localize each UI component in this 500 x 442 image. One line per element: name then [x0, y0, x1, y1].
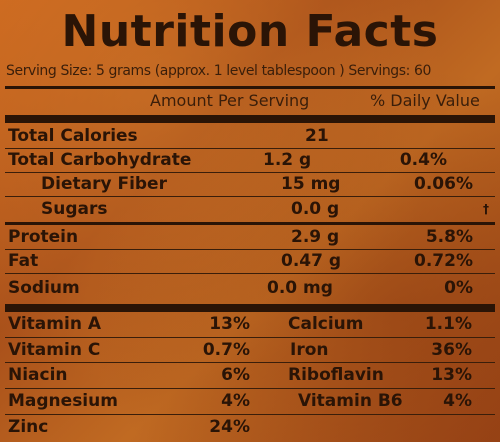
vitamin-name: Vitamin C: [8, 340, 101, 360]
nutrient-name: Sugars: [41, 199, 108, 219]
row-divider: [5, 414, 495, 415]
nutrient-name: Sodium: [8, 278, 80, 298]
nutrient-row: Sugars 0.0 g †: [5, 196, 495, 222]
nutrient-row: Sodium 0.0 mg 0%: [5, 273, 495, 303]
row-divider: [5, 273, 495, 274]
amount-per-serving-header: Amount Per Serving: [150, 91, 310, 110]
nutrient-amount: 0.47 g: [281, 251, 342, 271]
column-headers: Amount Per Serving % Daily Value: [0, 90, 500, 112]
nutrient-name: Total Calories: [8, 126, 138, 146]
mineral-name: Iron: [290, 340, 329, 360]
divider-medium: [5, 222, 495, 225]
row-divider: [5, 148, 495, 149]
row-divider: [5, 249, 495, 250]
divider-thin: [5, 86, 495, 89]
mineral-name: Calcium: [288, 314, 364, 334]
nutrient-row: Fat 0.47 g 0.72%: [5, 249, 495, 273]
nutrient-daily-value: 0.72%: [414, 251, 473, 271]
nutrient-name: Total Carbohydrate: [8, 150, 192, 170]
divider-thick: [5, 115, 495, 123]
nutrient-daily-value: 5.8%: [425, 227, 473, 247]
mineral-daily-value: 1.1%: [424, 314, 472, 334]
nutrient-row: Protein 2.9 g 5.8%: [5, 225, 495, 249]
divider-thick: [5, 304, 495, 312]
row-divider: [5, 172, 495, 173]
vitamin-daily-value: 0.7%: [202, 340, 250, 360]
row-divider: [5, 196, 495, 197]
mineral-daily-value: 13%: [431, 365, 472, 385]
nutrient-amount: 21: [305, 126, 329, 146]
daily-value-header: % Daily Value: [370, 91, 480, 110]
nutrient-row: Total Calories 21: [5, 124, 495, 148]
nutrient-amount: 1.2 g: [263, 150, 312, 170]
nutrient-name: Protein: [8, 227, 79, 247]
vitamin-daily-value: 6%: [221, 365, 250, 385]
dagger-mark: †: [483, 202, 489, 216]
nutrient-daily-value: 0.06%: [414, 174, 473, 194]
nutrient-amount: 2.9 g: [291, 227, 340, 247]
nutrient-row: Dietary Fiber 15 mg 0.06%: [5, 172, 495, 196]
nutrient-amount: 15 mg: [281, 174, 341, 194]
nutrient-name: Dietary Fiber: [41, 174, 167, 194]
nutrient-amount: 0.0 mg: [267, 278, 333, 298]
mineral-daily-value: 4%: [443, 391, 472, 411]
row-divider: [5, 362, 495, 363]
mineral-name: Vitamin B6: [298, 391, 403, 411]
vitamin-daily-value: 4%: [221, 391, 250, 411]
vitamin-name: Niacin: [8, 365, 68, 385]
vitamin-daily-value: 13%: [209, 314, 250, 334]
nutrient-daily-value: 0.4%: [399, 150, 447, 170]
nutrient-amount: 0.0 g: [291, 199, 340, 219]
mineral-daily-value: 36%: [431, 340, 472, 360]
vitamin-name: Zinc: [8, 417, 49, 437]
label-title: Nutrition Facts: [61, 6, 439, 57]
vitamin-name: Magnesium: [8, 391, 118, 411]
vitamin-name: Vitamin A: [8, 314, 102, 334]
nutrient-daily-value: 0%: [444, 278, 473, 298]
nutrient-row: Total Carbohydrate 1.2 g 0.4%: [5, 148, 495, 172]
mineral-name: Riboflavin: [288, 365, 384, 385]
vitamin-daily-value: 24%: [209, 417, 250, 437]
nutrient-name: Fat: [8, 251, 39, 271]
row-divider: [5, 337, 495, 338]
row-divider: [5, 388, 495, 389]
serving-info: Serving Size: 5 grams (approx. 1 level t…: [6, 63, 432, 79]
